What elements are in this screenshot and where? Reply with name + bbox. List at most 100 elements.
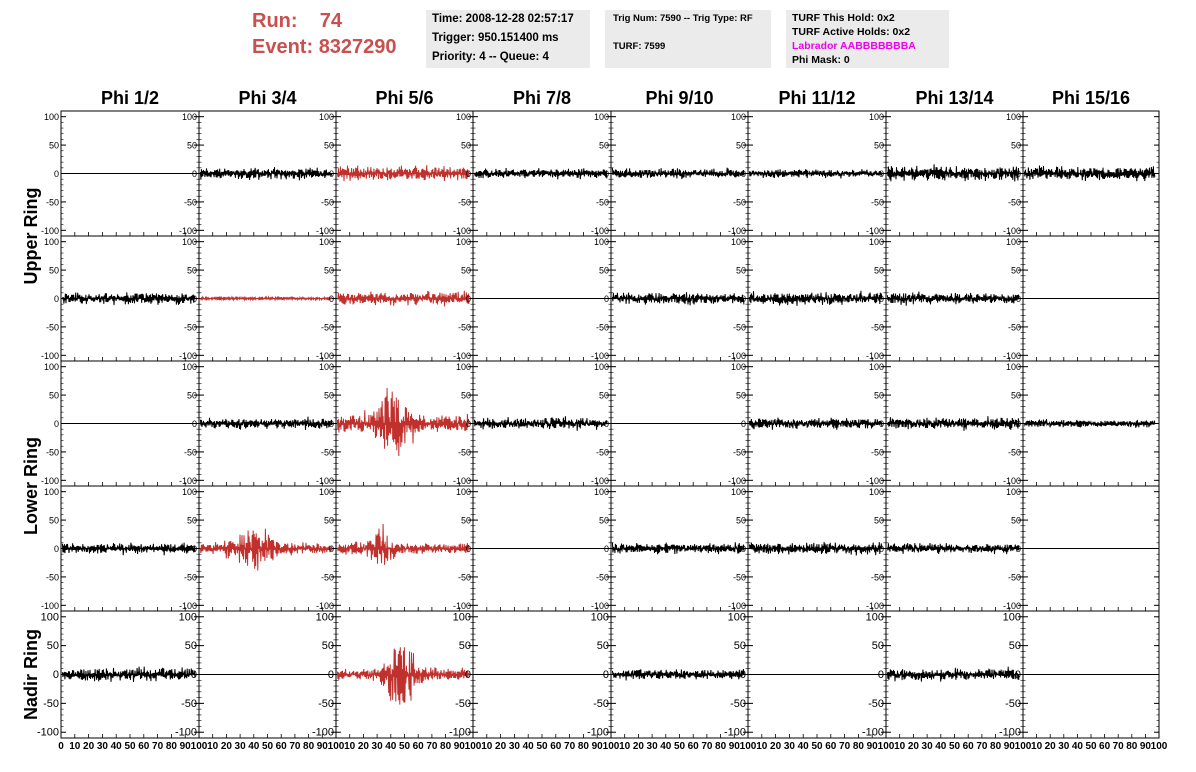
y-tick-label: 50: [597, 640, 609, 652]
x-tick-label: 100: [328, 741, 345, 752]
x-tick-label: 60: [276, 741, 288, 752]
waveform-trace: [886, 543, 1020, 555]
y-tick-label: 0: [329, 294, 334, 304]
x-tick-label: 100: [1151, 741, 1168, 752]
column-title: Phi 5/6: [375, 88, 433, 108]
y-tick-label: 100: [1006, 487, 1021, 497]
y-tick-label: -100: [866, 476, 884, 486]
x-tick-label: 70: [701, 741, 713, 752]
column-title: Phi 1/2: [101, 88, 159, 108]
waveform-trace: [473, 416, 608, 431]
x-tick-label: 20: [221, 741, 233, 752]
y-tick-label: -100: [316, 476, 334, 486]
run-label: Run:: [252, 10, 298, 32]
y-tick-label: -50: [596, 447, 609, 457]
y-tick-label: -50: [43, 698, 59, 710]
time-text: Time: 2008-12-28 02:57:17: [432, 13, 574, 25]
y-tick-label: -100: [179, 351, 197, 361]
y-tick-label: -50: [733, 197, 746, 207]
y-tick-label: 100: [591, 611, 609, 623]
y-tick-label: 50: [599, 391, 609, 401]
y-tick-label: -50: [181, 698, 197, 710]
y-tick-label: 100: [456, 487, 471, 497]
y-tick-label: 0: [192, 419, 197, 429]
waveform-panel: 100 50 0 -50 -100: [1003, 485, 1160, 612]
y-tick-label: 100: [182, 112, 197, 122]
column-title: Phi 15/16: [1052, 88, 1130, 108]
x-tick-label: 70: [426, 741, 438, 752]
y-tick-label: 100: [594, 362, 609, 372]
y-tick-label: 50: [322, 640, 334, 652]
y-tick-label: 0: [329, 544, 334, 554]
x-tick-label: 100: [740, 741, 757, 752]
waveform-trace: [886, 416, 1020, 431]
y-tick-label: -100: [37, 727, 59, 739]
y-tick-label: -50: [596, 322, 609, 332]
y-tick-label: 100: [182, 362, 197, 372]
waveform-panel: 100 50 0 -50 -100: [316, 485, 474, 612]
y-tick-label: -100: [453, 601, 471, 611]
y-tick-label: 100: [869, 237, 884, 247]
x-tick-label: 90: [592, 741, 604, 752]
y-tick-label: 100: [731, 487, 746, 497]
x-tick-label: 10: [481, 741, 493, 752]
y-tick-label: -100: [312, 727, 334, 739]
y-tick-label: 100: [182, 487, 197, 497]
x-tick-label: 80: [1126, 741, 1138, 752]
x-tick-label: 20: [495, 741, 507, 752]
y-tick-label: -100: [41, 476, 59, 486]
y-tick-label: 50: [874, 391, 884, 401]
y-tick-label: 0: [879, 419, 884, 429]
y-tick-label: -100: [728, 351, 746, 361]
x-tick-label: 40: [111, 741, 123, 752]
y-tick-label: 100: [594, 487, 609, 497]
x-tick-label: 80: [715, 741, 727, 752]
y-tick-label: 100: [41, 611, 59, 623]
y-tick-label: 0: [466, 544, 471, 554]
y-tick-label: 0: [741, 169, 746, 179]
y-tick-label: -50: [1008, 322, 1021, 332]
x-tick-label: 100: [1015, 741, 1032, 752]
waveform-panel: 100 50 0 -50 -100: [41, 235, 200, 362]
y-tick-label: 0: [603, 669, 609, 681]
y-tick-label: 50: [874, 266, 884, 276]
column-title: Phi 9/10: [645, 88, 713, 108]
y-tick-label: 100: [319, 362, 334, 372]
y-tick-label: 100: [869, 112, 884, 122]
y-tick-label: 50: [872, 640, 884, 652]
waveform-trace: [199, 416, 333, 431]
event-value: 8327290: [318, 36, 397, 58]
x-tick-label: 20: [83, 741, 95, 752]
labrador-text: Labrador AABBBBBBBA: [792, 40, 916, 52]
y-tick-label: 100: [728, 611, 746, 623]
y-tick-label: -50: [321, 197, 334, 207]
y-tick-label: 0: [604, 419, 609, 429]
waveform-trace: [886, 291, 1020, 306]
y-tick-label: 0: [1015, 669, 1021, 681]
y-tick-label: -100: [724, 727, 746, 739]
x-tick-label: 20: [358, 741, 370, 752]
event-row: Event: 8327290: [252, 34, 422, 60]
y-tick-label: 50: [1011, 266, 1021, 276]
y-tick-label: -50: [871, 447, 884, 457]
y-tick-label: 50: [49, 391, 59, 401]
y-tick-label: 50: [324, 266, 334, 276]
y-tick-label: 0: [465, 669, 471, 681]
x-tick-label: 70: [839, 741, 851, 752]
waveform-trace: [748, 290, 883, 306]
waveform-panel: 100 50 0 -50 -100: [41, 485, 200, 612]
x-tick-label: 60: [138, 741, 150, 752]
y-tick-label: 0: [741, 419, 746, 429]
x-tick-label: 90: [729, 741, 741, 752]
y-tick-label: -100: [866, 351, 884, 361]
y-tick-label: 0: [466, 419, 471, 429]
y-tick-label: -50: [318, 698, 334, 710]
y-tick-label: -50: [596, 197, 609, 207]
y-tick-label: -100: [728, 601, 746, 611]
y-tick-label: -50: [871, 322, 884, 332]
x-tick-label: 50: [1085, 741, 1097, 752]
y-tick-label: 100: [44, 362, 59, 372]
y-tick-label: 50: [1011, 141, 1021, 151]
row-title: Lower Ring: [21, 437, 41, 535]
waveform-trace: [336, 647, 470, 705]
